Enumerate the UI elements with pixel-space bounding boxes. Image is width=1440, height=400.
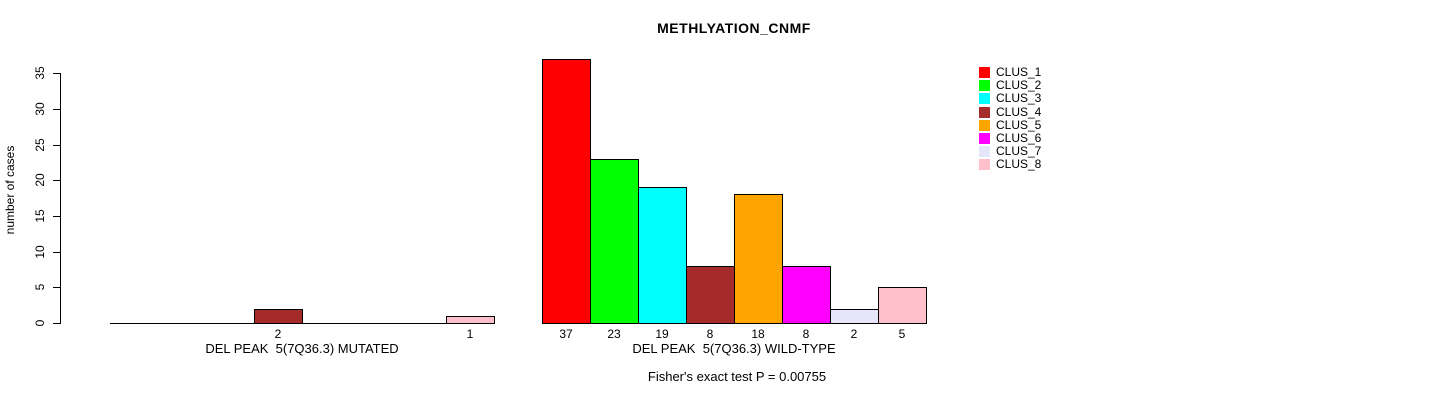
- legend-item-clus_2: CLUS_2: [979, 79, 1041, 92]
- bar-clus_5: [734, 194, 783, 324]
- y-tick-label: 35: [33, 66, 47, 80]
- bar-clus_6: [782, 266, 831, 324]
- y-tick-label: 20: [33, 173, 47, 187]
- bar-clus_7: [830, 309, 879, 324]
- legend-swatch-clus_2: [979, 80, 990, 92]
- legend-item-clus_3: CLUS_3: [979, 92, 1041, 105]
- legend-item-clus_6: CLUS_6: [979, 132, 1041, 145]
- y-tick-label: 10: [33, 245, 47, 259]
- legend-item-clus_1: CLUS_1: [979, 66, 1041, 79]
- bar-value-label: 19: [655, 327, 669, 341]
- legend-swatch-clus_7: [979, 146, 990, 158]
- y-tick-label: 5: [33, 283, 47, 291]
- bar-value-label: 2: [850, 327, 858, 341]
- y-tick-label: 0: [33, 319, 47, 327]
- y-tick: [53, 180, 60, 181]
- bar-clus_1: [542, 59, 591, 324]
- y-tick: [53, 216, 60, 217]
- y-tick: [53, 287, 60, 288]
- bar-value-label: 8: [802, 327, 810, 341]
- legend-item-clus_8: CLUS_8: [979, 158, 1041, 171]
- bar-value-label: 2: [274, 327, 282, 341]
- bar-clus_4: [254, 309, 303, 324]
- y-tick-label: 25: [33, 138, 47, 152]
- legend-swatch-clus_6: [979, 133, 990, 145]
- legend-swatch-clus_4: [979, 106, 990, 118]
- bar-value-label: 37: [559, 327, 573, 341]
- group-label: DEL PEAK 5(7Q36.3) WILD-TYPE: [632, 341, 836, 356]
- y-tick: [53, 145, 60, 146]
- legend-label: CLUS_3: [996, 91, 1042, 106]
- y-axis-label: number of cases: [3, 145, 17, 235]
- legend-swatch-clus_5: [979, 119, 990, 131]
- bar-clus_8: [446, 316, 495, 324]
- legend-label: CLUS_7: [996, 144, 1042, 159]
- y-tick: [53, 109, 60, 110]
- bar-value-label: 1: [466, 327, 474, 341]
- legend-item-clus_5: CLUS_5: [979, 117, 1042, 132]
- bar-clus_8: [878, 287, 927, 324]
- bar-value-label: 18: [751, 327, 765, 341]
- legend-item-clus_4: CLUS_4: [979, 104, 1042, 119]
- chart-title: METHLYATION_CNMF: [657, 20, 811, 36]
- y-tick-label: 30: [33, 102, 47, 116]
- bar-clus_2: [590, 159, 639, 324]
- legend-label: CLUS_6: [996, 131, 1042, 146]
- legend-label: CLUS_2: [996, 78, 1042, 93]
- fisher-test-annotation: Fisher's exact test P = 0.00755: [647, 369, 827, 384]
- bar-clus_3: [638, 187, 687, 324]
- legend-label: CLUS_5: [996, 117, 1042, 132]
- legend-label: CLUS_1: [996, 65, 1042, 80]
- legend-swatch-clus_3: [979, 93, 990, 105]
- y-tick: [53, 73, 60, 74]
- bar-value-label: 5: [898, 327, 906, 341]
- bar-clus_4: [686, 266, 735, 324]
- legend-item-clus_7: CLUS_7: [979, 145, 1041, 158]
- legend-swatch-clus_8: [979, 159, 990, 171]
- y-axis-line: [60, 73, 61, 324]
- legend-label: CLUS_8: [996, 157, 1042, 172]
- bar-value-label: 8: [706, 327, 714, 341]
- group-label: DEL PEAK 5(7Q36.3) MUTATED: [205, 341, 399, 356]
- legend: CLUS_1 CLUS_2 CLUS_3 CLUS_4 CLUS_5 CLUS_6 CLUS…: [979, 66, 1041, 172]
- legend-label: CLUS_4: [996, 104, 1042, 119]
- legend-swatch-clus_1: [979, 67, 990, 79]
- y-tick: [53, 323, 60, 324]
- bar-value-label: 23: [607, 327, 621, 341]
- y-tick-label: 15: [33, 209, 47, 223]
- y-tick: [53, 252, 60, 253]
